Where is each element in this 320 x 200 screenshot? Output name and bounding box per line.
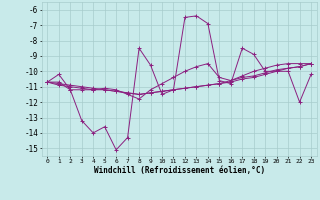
X-axis label: Windchill (Refroidissement éolien,°C): Windchill (Refroidissement éolien,°C) — [94, 166, 265, 175]
